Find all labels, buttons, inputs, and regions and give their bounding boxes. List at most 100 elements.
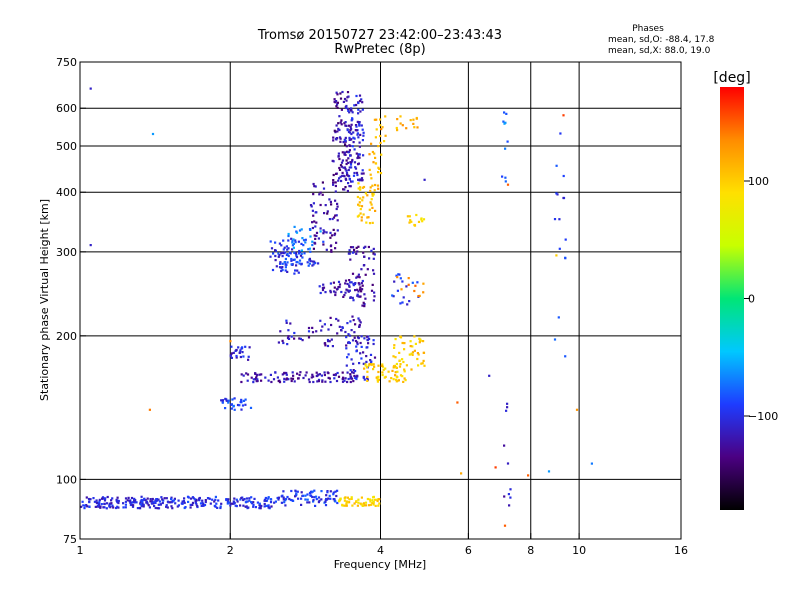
echo-point: [267, 496, 270, 499]
echo-point: [345, 500, 348, 503]
echo-point: [409, 345, 412, 348]
echo-point: [353, 148, 356, 151]
echo-point: [347, 182, 350, 185]
echo-point: [392, 366, 395, 369]
echo-point: [81, 500, 84, 503]
echo-point: [287, 254, 290, 258]
echo-point: [142, 503, 145, 507]
echo-point: [281, 255, 284, 258]
echo-point: [418, 294, 421, 297]
stats-o-mode: mean, sd,O: -88.4, 17.8: [608, 35, 715, 45]
echo-point: [349, 185, 352, 188]
echo-point: [394, 374, 397, 377]
echo-point: [345, 169, 348, 172]
echo-point: [350, 496, 353, 499]
echo-point: [359, 197, 362, 200]
echo-point: [347, 377, 350, 381]
echo-point: [422, 291, 425, 294]
echo-point: [241, 351, 244, 354]
echo-point: [415, 213, 418, 217]
echo-point: [369, 503, 372, 506]
echo-point: [318, 373, 321, 376]
echo-point: [160, 496, 163, 499]
echo-point: [312, 500, 315, 503]
echo-point: [290, 237, 293, 240]
echo-point: [105, 507, 108, 510]
echo-point: [145, 501, 148, 504]
echo-point: [374, 498, 377, 501]
echo-point: [279, 330, 282, 333]
echo-point: [115, 506, 118, 510]
echo-point: [92, 497, 95, 500]
echo-point: [372, 247, 375, 250]
echo-point: [360, 268, 363, 271]
y-tick-label: 500: [56, 140, 77, 153]
echo-point: [348, 166, 351, 169]
echo-point: [337, 280, 341, 283]
echo-point: [344, 330, 347, 334]
echo-point: [341, 171, 344, 174]
echo-point: [392, 378, 395, 381]
echo-point: [349, 369, 352, 372]
echo-point: [360, 357, 363, 360]
echo-point: [354, 124, 358, 127]
echo-point: [247, 358, 250, 361]
echo-point: [555, 164, 558, 167]
echo-point: [165, 505, 168, 508]
echo-point: [362, 362, 365, 365]
echo-point: [95, 499, 98, 502]
echo-point: [274, 259, 277, 262]
echo-point: [356, 341, 359, 344]
echo-point: [355, 152, 358, 155]
echo-point: [150, 502, 153, 505]
echo-point: [408, 353, 411, 356]
echo-point: [334, 374, 337, 377]
echo-point: [399, 115, 402, 118]
echo-point: [249, 406, 253, 409]
echo-point: [270, 505, 273, 508]
echo-point: [329, 316, 332, 319]
echo-point: [410, 352, 413, 355]
echo-point: [332, 491, 335, 494]
echo-point: [423, 178, 426, 181]
echo-point: [344, 136, 347, 139]
echo-point: [337, 122, 340, 125]
echo-point: [315, 231, 319, 234]
echo-point: [331, 345, 334, 348]
echo-point: [358, 99, 362, 103]
echo-point: [348, 289, 351, 292]
echo-point: [364, 192, 367, 195]
echo-point: [408, 221, 411, 224]
echo-point: [334, 184, 337, 188]
echo-point: [345, 104, 348, 108]
echo-point: [357, 282, 360, 285]
echo-point: [350, 161, 353, 164]
echo-point: [269, 501, 273, 504]
echo-point: [98, 500, 101, 503]
echo-point: [362, 131, 365, 134]
echo-point: [294, 269, 297, 272]
echo-point: [282, 252, 285, 255]
echo-point: [422, 340, 425, 343]
echo-point: [283, 380, 286, 383]
echo-point: [310, 205, 313, 208]
echo-point: [365, 221, 368, 224]
echo-point: [201, 499, 204, 502]
echo-point: [332, 373, 335, 376]
echo-point: [488, 374, 491, 377]
echo-point: [139, 507, 142, 510]
echo-point: [83, 507, 86, 510]
echo-point: [352, 136, 355, 139]
echo-point: [344, 121, 347, 124]
echo-point: [259, 507, 262, 510]
echo-point: [345, 162, 348, 166]
echo-point: [388, 380, 391, 383]
echo-point: [401, 280, 404, 283]
echo-point: [165, 497, 168, 500]
echo-point: [321, 325, 324, 328]
echo-point: [296, 490, 299, 493]
echo-point: [155, 498, 158, 501]
echo-point: [366, 375, 369, 378]
echo-point: [365, 366, 369, 369]
echo-point: [176, 505, 179, 508]
